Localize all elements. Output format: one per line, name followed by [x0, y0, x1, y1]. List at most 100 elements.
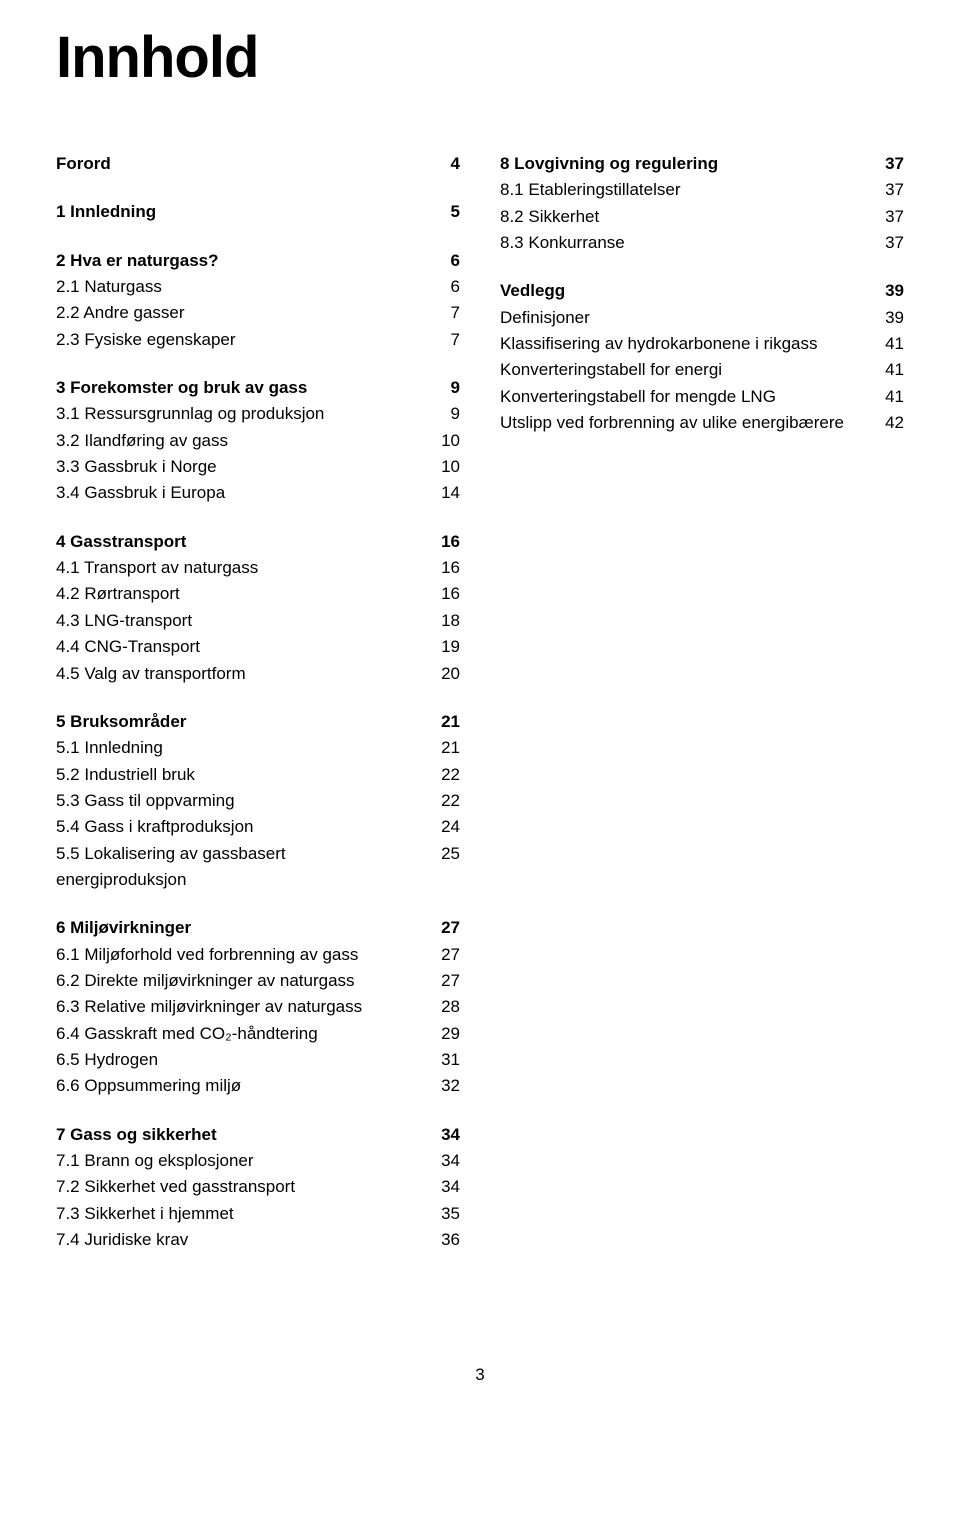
toc-page-number: 18 — [428, 608, 460, 634]
toc-page-number: 29 — [428, 1021, 460, 1047]
toc-row: 2.2 Andre gasser7 — [56, 300, 460, 326]
toc-label: 7.2 Sikkerhet ved gasstransport — [56, 1174, 428, 1200]
toc-row: 6 Miljøvirkninger27 — [56, 915, 460, 941]
toc-row: Forord4 — [56, 151, 460, 177]
toc-left-column: Forord41 Innledning52 Hva er naturgass?6… — [56, 151, 460, 1275]
toc-row: 5 Bruksområder21 — [56, 709, 460, 735]
toc-label: 6.4 Gasskraft med CO₂-håndtering — [56, 1021, 428, 1047]
toc-page-number: 27 — [428, 968, 460, 994]
toc-label: Konverteringstabell for mengde LNG — [500, 384, 872, 410]
toc-row: 3 Forekomster og bruk av gass9 — [56, 375, 460, 401]
toc-page-number: 32 — [428, 1073, 460, 1099]
toc-page-number: 41 — [872, 357, 904, 383]
toc-label: Utslipp ved forbrenning av ulike energib… — [500, 410, 872, 436]
toc-row: Klassifisering av hydrokarbonene i rikga… — [500, 331, 904, 357]
toc-label: 4.4 CNG-Transport — [56, 634, 428, 660]
toc-label: 8 Lovgivning og regulering — [500, 151, 872, 177]
toc-label: Forord — [56, 151, 428, 177]
toc-row: 2 Hva er naturgass?6 — [56, 248, 460, 274]
toc-row: Konverteringstabell for mengde LNG41 — [500, 384, 904, 410]
toc-page-number: 6 — [428, 274, 460, 300]
toc-page-number: 41 — [872, 384, 904, 410]
toc-section: 2 Hva er naturgass?62.1 Naturgass62.2 An… — [56, 248, 460, 353]
page-title: Innhold — [56, 24, 904, 91]
toc-page-number: 37 — [872, 230, 904, 256]
toc-page-number: 9 — [428, 375, 460, 401]
toc-page-number: 14 — [428, 480, 460, 506]
toc-row: Konverteringstabell for energi41 — [500, 357, 904, 383]
toc-section: Vedlegg39Definisjoner39Klassifisering av… — [500, 278, 904, 436]
toc-label: 2 Hva er naturgass? — [56, 248, 428, 274]
toc-row: 7.3 Sikkerhet i hjemmet35 — [56, 1201, 460, 1227]
toc-row: 6.4 Gasskraft med CO₂-håndtering29 — [56, 1021, 460, 1047]
toc-label: 8.1 Etableringstillatelser — [500, 177, 872, 203]
toc-row: 5.1 Innledning21 — [56, 735, 460, 761]
toc-label: 3.4 Gassbruk i Europa — [56, 480, 428, 506]
toc-label: 4.5 Valg av transportform — [56, 661, 428, 687]
toc-row: 6.3 Relative miljøvirkninger av naturgas… — [56, 994, 460, 1020]
toc-page-number: 27 — [428, 942, 460, 968]
toc-row: 6.5 Hydrogen31 — [56, 1047, 460, 1073]
toc-page-number: 37 — [872, 177, 904, 203]
toc-row: 8 Lovgivning og regulering37 — [500, 151, 904, 177]
toc-page-number: 41 — [872, 331, 904, 357]
toc-page-number: 16 — [428, 555, 460, 581]
toc-label: 2.2 Andre gasser — [56, 300, 428, 326]
toc-page-number: 10 — [428, 454, 460, 480]
toc-page-number: 25 — [428, 841, 460, 867]
toc-row: 7.4 Juridiske krav36 — [56, 1227, 460, 1253]
toc-row: 4.1 Transport av naturgass16 — [56, 555, 460, 581]
toc-page-number: 39 — [872, 278, 904, 304]
toc-section: 1 Innledning5 — [56, 199, 460, 225]
toc-label: 1 Innledning — [56, 199, 428, 225]
toc-row: 4.5 Valg av transportform20 — [56, 661, 460, 687]
toc-label: 2.1 Naturgass — [56, 274, 428, 300]
toc-row: 6.2 Direkte miljøvirkninger av naturgass… — [56, 968, 460, 994]
toc-page-number: 5 — [428, 199, 460, 225]
toc-page-number: 42 — [872, 410, 904, 436]
toc-page-number: 19 — [428, 634, 460, 660]
toc-label: 4.1 Transport av naturgass — [56, 555, 428, 581]
toc-page-number: 7 — [428, 327, 460, 353]
toc-page-number: 24 — [428, 814, 460, 840]
toc-label: 5 Bruksområder — [56, 709, 428, 735]
toc-row: Vedlegg39 — [500, 278, 904, 304]
toc-page-number: 10 — [428, 428, 460, 454]
toc-page-number: 39 — [872, 305, 904, 331]
toc-section: 8 Lovgivning og regulering378.1 Etableri… — [500, 151, 904, 256]
toc-page-number: 37 — [872, 151, 904, 177]
toc-label: 5.5 Lokalisering av gassbasert energipro… — [56, 841, 428, 894]
toc-page-number: 21 — [428, 735, 460, 761]
toc-label: 4 Gasstransport — [56, 529, 428, 555]
toc-label: 2.3 Fysiske egenskaper — [56, 327, 428, 353]
toc-row: 2.1 Naturgass6 — [56, 274, 460, 300]
toc-columns: Forord41 Innledning52 Hva er naturgass?6… — [56, 151, 904, 1275]
toc-row: Definisjoner39 — [500, 305, 904, 331]
toc-label: 6.2 Direkte miljøvirkninger av naturgass — [56, 968, 428, 994]
toc-section: 4 Gasstransport164.1 Transport av naturg… — [56, 529, 460, 687]
toc-page-number: 34 — [428, 1122, 460, 1148]
toc-row: 8.3 Konkurranse37 — [500, 230, 904, 256]
toc-label: 6.1 Miljøforhold ved forbrenning av gass — [56, 942, 428, 968]
toc-row: 5.2 Industriell bruk22 — [56, 762, 460, 788]
toc-label: 5.4 Gass i kraftproduksjon — [56, 814, 428, 840]
toc-row: Utslipp ved forbrenning av ulike energib… — [500, 410, 904, 436]
toc-row: 4.2 Rørtransport16 — [56, 581, 460, 607]
toc-page-number: 34 — [428, 1174, 460, 1200]
toc-page-number: 6 — [428, 248, 460, 274]
toc-row: 3.4 Gassbruk i Europa14 — [56, 480, 460, 506]
toc-label: 6.6 Oppsummering miljø — [56, 1073, 428, 1099]
toc-row: 7.1 Brann og eksplosjoner34 — [56, 1148, 460, 1174]
toc-label: Klassifisering av hydrokarbonene i rikga… — [500, 331, 872, 357]
toc-page: Innhold Forord41 Innledning52 Hva er nat… — [0, 0, 960, 1425]
toc-page-number: 22 — [428, 788, 460, 814]
toc-row: 3.3 Gassbruk i Norge10 — [56, 454, 460, 480]
toc-page-number: 36 — [428, 1227, 460, 1253]
toc-row: 5.4 Gass i kraftproduksjon24 — [56, 814, 460, 840]
toc-page-number: 21 — [428, 709, 460, 735]
toc-right-column: 8 Lovgivning og regulering378.1 Etableri… — [500, 151, 904, 1275]
toc-label: 3.3 Gassbruk i Norge — [56, 454, 428, 480]
toc-page-number: 20 — [428, 661, 460, 687]
toc-section: 5 Bruksområder215.1 Innledning215.2 Indu… — [56, 709, 460, 893]
toc-label: 5.3 Gass til oppvarming — [56, 788, 428, 814]
